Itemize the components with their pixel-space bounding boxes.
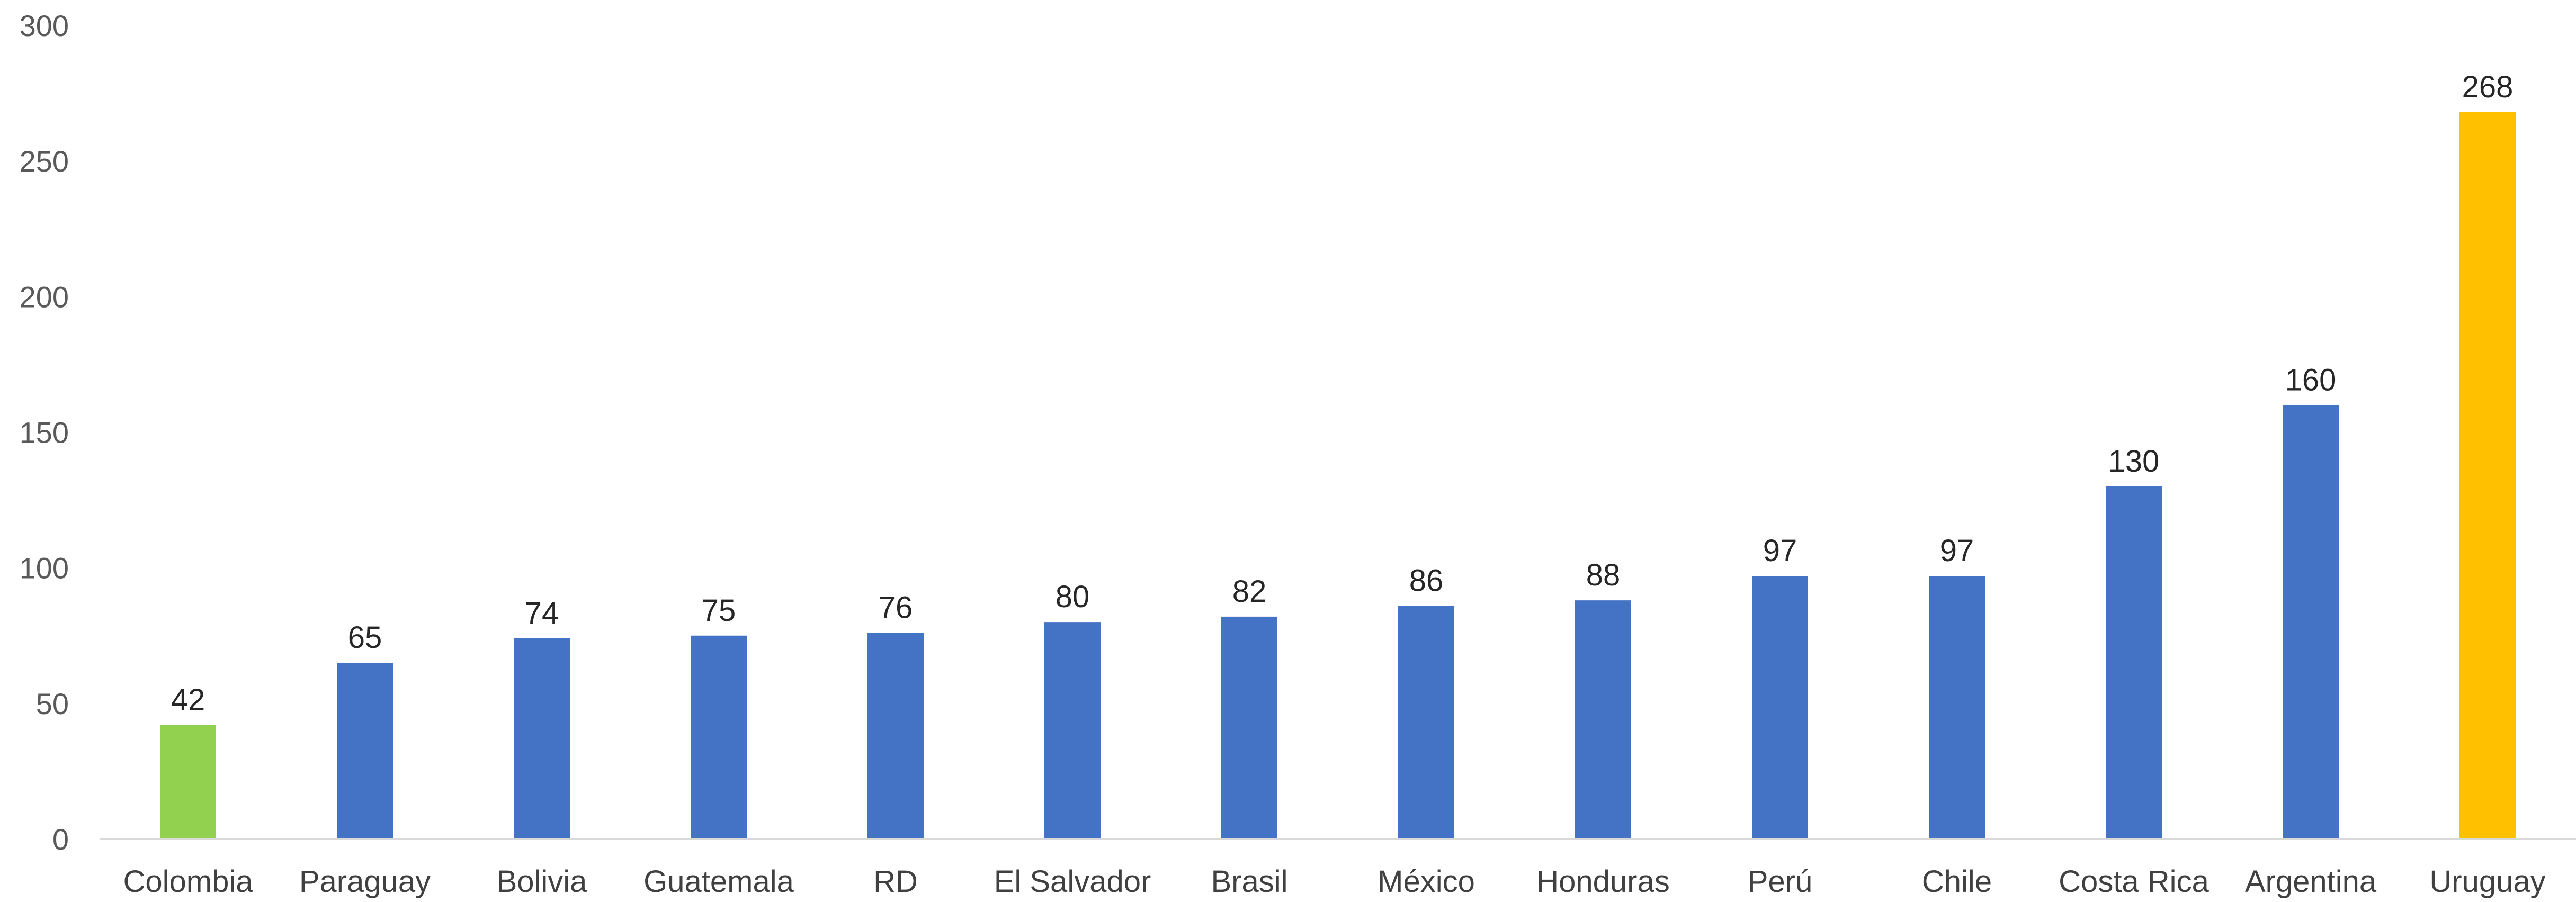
y-tick-label: 300 (20, 9, 69, 42)
x-tick-label: Argentina (2245, 864, 2377, 899)
x-tick-label: Paraguay (299, 864, 431, 899)
data-label: 88 (1586, 558, 1621, 592)
data-label: 80 (1056, 580, 1090, 614)
x-tick-label: Uruguay (2429, 864, 2545, 899)
x-tick-label: RD (873, 864, 918, 899)
data-label: 130 (2108, 444, 2160, 479)
y-tick-label: 100 (20, 552, 69, 585)
x-tick-label: Perú (1748, 864, 1813, 899)
x-tick-label: Costa Rica (2059, 864, 2209, 899)
x-tick-label: Brasil (1211, 864, 1287, 899)
data-label: 97 (1940, 534, 1974, 568)
y-tick-label: 0 (52, 823, 69, 856)
data-label: 76 (879, 591, 913, 625)
x-tick-label: Guatemala (643, 864, 794, 899)
bar (691, 635, 747, 839)
y-tick-label: 150 (20, 416, 69, 449)
bar (2283, 405, 2339, 839)
y-tick-label: 50 (36, 687, 69, 720)
bar (867, 633, 924, 839)
x-tick-label: Bolivia (497, 864, 588, 899)
bar (1044, 622, 1101, 839)
bar (160, 725, 216, 839)
x-tick-label: Honduras (1536, 864, 1669, 899)
data-label: 42 (171, 683, 205, 717)
x-tick-label: El Salvador (994, 864, 1151, 899)
bar (1221, 616, 1277, 839)
bar (2459, 112, 2516, 840)
bar (2106, 486, 2162, 839)
data-label: 97 (1763, 534, 1797, 568)
bars (160, 112, 2516, 840)
data-label: 75 (702, 593, 736, 628)
bar (1398, 606, 1454, 839)
bar (1575, 600, 1631, 839)
data-label: 65 (348, 620, 382, 655)
bar (1929, 576, 1985, 839)
y-tick-label: 250 (20, 145, 69, 178)
x-axis: Colombia Paraguay Bolivia Guatemala RD El Sal… (100, 838, 2576, 899)
x-tick-label: México (1378, 864, 1475, 899)
x-tick-label: Colombia (123, 864, 254, 899)
data-label: 82 (1232, 574, 1267, 609)
y-tick-label: 200 (20, 280, 69, 313)
data-label: 86 (1409, 563, 1444, 598)
data-labels: 42 65 74 75 76 80 82 86 88 97 97 130 160 268 (171, 70, 2514, 717)
data-label: 74 (525, 596, 559, 630)
bar (1752, 576, 1808, 839)
x-tick-label: Chile (1922, 864, 1992, 899)
data-label: 160 (2285, 363, 2337, 397)
bar (514, 638, 570, 839)
y-axis: 0 50 100 150 200 250 300 (20, 9, 69, 856)
data-label: 268 (2462, 70, 2514, 104)
bar (337, 662, 393, 839)
